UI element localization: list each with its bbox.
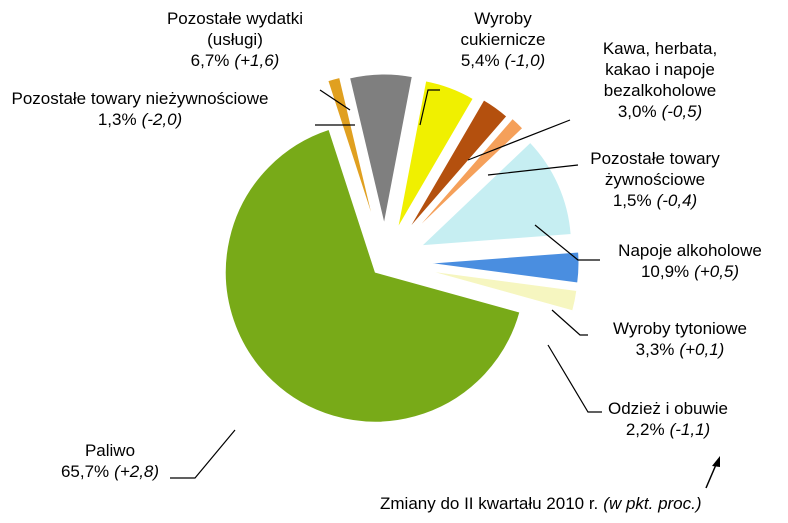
slice-label: Kawa, herbata, kakao i napoje bezalkohol… [580,38,740,122]
pie-slice [397,80,474,229]
slice-label: Paliwo 65,7% (+2,8) [30,440,190,482]
pie-slice [327,76,375,224]
pie-slice [224,128,521,423]
change-label: (+0,5) [694,262,740,281]
category-label: Odzież i obuwie [607,399,728,418]
slice-label: Wyroby tytoniowe 3,3% (+0,1) [580,318,780,360]
change-label: (-0,4) [656,191,698,210]
slice-label: Napoje alkoholowe 10,9% (+0,5) [580,240,788,282]
pie-slice [407,99,508,230]
slice-label: Odzież i obuwie 2,2% (-1,1) [578,398,758,440]
value-label: 10,9% [640,262,690,281]
category-label: Paliwo [84,441,136,460]
value-label: 3,3% [635,340,675,359]
leader-line [534,224,600,261]
annotation: Zmiany do II kwartału 2010 r. (w pkt. pro… [380,494,702,514]
leader-line [547,344,602,413]
pie-slice [427,270,578,312]
leader-line [467,119,571,161]
pie-slice [349,73,413,225]
slice-label: Pozostałe towary nieżywnościowe 1,3% (-2,0… [10,88,270,130]
category-label: Pozostałe towary żywnościowe [590,149,720,189]
value-label: 6,7% [190,51,230,70]
value-label: 65,7% [60,462,110,481]
category-label: Wyroby cukiernicze [460,9,546,49]
annotation-note: (w pkt. proc.) [603,494,702,513]
value-label: 1,3% [97,110,137,129]
category-label: Napoje alkoholowe [618,241,762,260]
change-label: (-1,0) [504,51,546,70]
value-label: 5,4% [460,51,500,70]
change-label: (+0,1) [679,340,725,359]
leader-line [170,429,236,479]
slice-label: Pozostałe wydatki (usługi) 6,7% (+1,6) [150,8,320,71]
change-label: (-2,0) [141,110,183,129]
category-label: Wyroby tytoniowe [612,319,747,338]
value-label: 1,5% [612,191,652,210]
leader-line [419,89,440,126]
leader-line [319,89,351,111]
category-label: Kawa, herbata, kakao i napoje bezalkohol… [602,39,718,100]
change-label: (+1,6) [234,51,280,70]
value-label: 3,0% [617,102,657,121]
slice-label: Wyroby cukiernicze 5,4% (-1,0) [448,8,558,71]
category-label: Pozostałe towary nieżywnościowe [11,89,269,108]
leader-line [487,164,579,176]
value-label: 2,2% [625,420,665,439]
change-label: (-1,1) [669,420,711,439]
annotation-text: Zmiany do II kwartału 2010 r. [380,494,599,513]
pie-slice [413,117,524,233]
change-label: (-0,5) [661,102,703,121]
change-label: (+2,8) [114,462,160,481]
arrow-head [712,456,720,467]
pie-slice [420,141,572,247]
category-label: Pozostałe wydatki (usługi) [166,9,304,49]
pie-slice [428,251,580,284]
slice-label: Pozostałe towary żywnościowe 1,5% (-0,4) [570,148,740,211]
leader-line [551,309,588,336]
